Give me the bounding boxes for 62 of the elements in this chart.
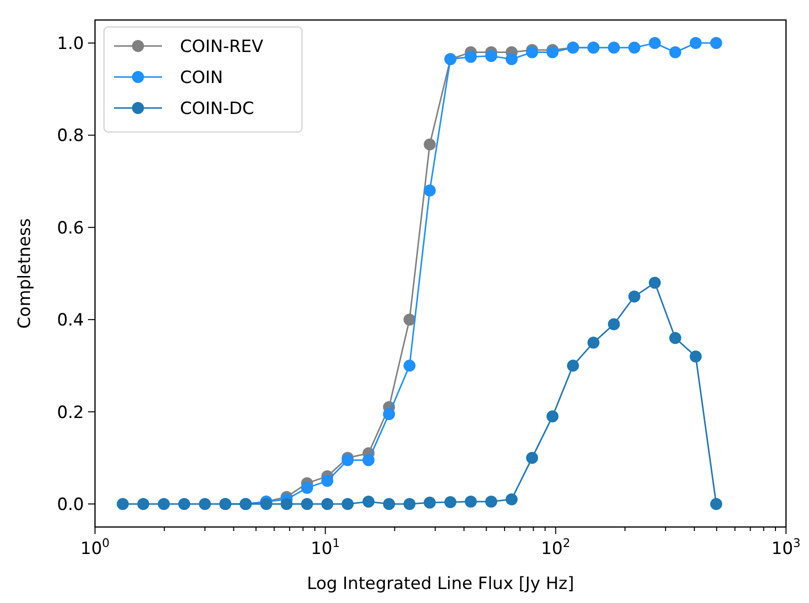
point <box>178 498 190 510</box>
point <box>710 498 722 510</box>
point <box>669 332 682 344</box>
point <box>342 498 354 510</box>
legend-label: COIN-DC <box>180 99 254 119</box>
legend-label: COIN <box>180 68 223 88</box>
point <box>424 496 436 509</box>
y-tick-label: 0.2 <box>56 402 84 423</box>
point <box>526 46 538 58</box>
x-tick-label: 10$^{2}$ <box>541 536 570 559</box>
point <box>464 496 477 508</box>
point <box>321 498 334 510</box>
point <box>301 482 314 494</box>
legend-label: COIN-REV <box>180 37 264 57</box>
y-tick-label: 0.6 <box>56 218 84 238</box>
point <box>506 493 518 506</box>
point <box>526 452 538 464</box>
point <box>628 42 640 54</box>
point <box>383 408 396 420</box>
point <box>198 498 211 510</box>
point <box>342 454 354 466</box>
point <box>690 37 702 50</box>
y-axis-title: Completness <box>15 218 35 329</box>
point <box>280 498 293 510</box>
point <box>690 350 702 362</box>
point <box>628 290 640 303</box>
x-tick-label: 10$^{0}$ <box>80 536 110 559</box>
point <box>404 314 416 326</box>
point <box>321 474 334 487</box>
point <box>362 496 375 508</box>
x-axis-title: Log Integrated Line Flux [Jy Hz] <box>306 574 574 594</box>
point <box>301 498 314 510</box>
point <box>669 46 682 58</box>
point <box>485 496 498 508</box>
point <box>116 498 129 510</box>
point <box>383 498 396 510</box>
point <box>506 53 518 66</box>
y-tick-label: 0.0 <box>56 494 84 515</box>
y-tick-label: 0.4 <box>56 310 84 331</box>
point <box>566 360 579 372</box>
point <box>158 498 170 510</box>
point <box>546 410 559 422</box>
y-tick-label: 0.8 <box>56 126 84 146</box>
point <box>648 276 661 289</box>
point <box>587 336 600 349</box>
point <box>608 42 620 54</box>
point <box>608 318 620 330</box>
point <box>404 360 416 372</box>
point <box>362 454 375 466</box>
point <box>424 138 436 150</box>
point <box>485 50 498 62</box>
y-tick-label: 1.0 <box>56 34 84 54</box>
point <box>137 498 150 510</box>
point <box>424 184 436 197</box>
point <box>546 46 559 58</box>
point <box>648 37 661 50</box>
point <box>464 50 477 63</box>
point <box>404 498 416 510</box>
point <box>710 37 722 50</box>
x-tick-label: 10$^{3}$ <box>771 536 801 559</box>
x-tick-label: 10$^{1}$ <box>310 536 340 559</box>
point <box>444 496 456 508</box>
